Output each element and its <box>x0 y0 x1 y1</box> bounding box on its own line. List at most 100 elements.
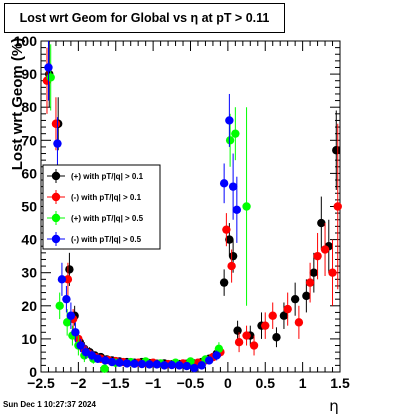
data-point <box>309 268 319 277</box>
x-tick-label: 0 <box>224 375 232 391</box>
x-tick-label: 1.5 <box>330 375 350 391</box>
data-point <box>145 360 154 369</box>
legend-marker <box>51 234 61 244</box>
y-tick-label: 0 <box>29 364 37 380</box>
data-point <box>167 360 177 370</box>
data-point <box>261 321 270 330</box>
data-point <box>62 318 72 327</box>
data-point <box>305 278 315 287</box>
data-point <box>234 338 244 347</box>
data-point <box>182 361 191 371</box>
legend-box <box>42 164 161 250</box>
data-point <box>57 275 67 284</box>
data-point <box>313 251 322 261</box>
data-point <box>137 359 147 369</box>
data-point <box>242 202 251 211</box>
data-point <box>232 205 242 215</box>
data-point <box>160 361 169 370</box>
x-tick-label: −2 <box>70 375 86 391</box>
data-point <box>231 129 240 138</box>
data-point <box>55 301 64 310</box>
data-point <box>175 361 184 370</box>
y-tick-label: 30 <box>21 265 37 281</box>
y-tick-label: 50 <box>21 199 37 215</box>
legend-marker <box>51 192 61 202</box>
data-point <box>122 359 132 368</box>
data-point <box>65 265 74 274</box>
legend-label: (+) with pT/|q| > 0.5 <box>71 214 144 223</box>
data-point <box>115 358 124 367</box>
legend-marker <box>51 213 61 223</box>
data-point <box>51 119 61 128</box>
data-point <box>63 275 73 284</box>
data-point <box>333 202 342 211</box>
y-axis-label: Lost wrt Geom (%) <box>9 38 26 171</box>
data-point <box>204 356 214 365</box>
y-tick-label: 90 <box>21 66 37 82</box>
data-point <box>100 364 109 373</box>
data-point <box>233 326 242 335</box>
legend-label: (+) with pT/|q| > 0.1 <box>71 172 144 181</box>
data-point <box>222 225 231 234</box>
data-point <box>242 331 251 340</box>
data-point <box>130 359 139 368</box>
legend-label: (-) with pT/|q| > 0.5 <box>71 235 142 244</box>
x-tick-label: 1 <box>299 375 307 391</box>
timestamp-label: Sun Dec 1 10:27:37 2024 <box>3 400 96 409</box>
data-point <box>268 311 277 320</box>
data-point <box>53 139 62 148</box>
data-point <box>332 146 341 155</box>
data-point <box>101 356 110 365</box>
data-point <box>197 361 206 370</box>
y-tick-label: 40 <box>21 232 37 248</box>
data-point <box>219 278 229 287</box>
data-point <box>212 351 221 360</box>
data-point <box>302 291 311 301</box>
data-point <box>107 357 117 367</box>
data-point <box>190 363 199 373</box>
x-tick-label: 0.5 <box>256 375 276 391</box>
chart-title: Lost wrt Geom for Global vs η at pT > 0.… <box>4 3 285 33</box>
data-point <box>225 116 234 125</box>
data-point <box>225 235 234 244</box>
data-point <box>62 294 71 304</box>
data-point <box>290 294 300 304</box>
y-tick-label: 80 <box>21 99 37 115</box>
data-point <box>71 328 80 337</box>
data-point <box>249 341 259 350</box>
y-tick-label: 70 <box>21 132 37 148</box>
x-axis-label: η <box>329 397 339 414</box>
data-point <box>44 63 53 72</box>
y-tick-label: 60 <box>21 165 37 181</box>
data-point <box>225 136 235 145</box>
data-point <box>320 245 330 254</box>
data-point <box>228 182 238 191</box>
x-tick-label: −2.5 <box>27 375 55 391</box>
x-axis: −2.5 −2 −1.5 −1 −0.5 0 0.5 1 1.5 <box>27 41 350 391</box>
x-tick-label: −0.5 <box>177 375 205 391</box>
data-point <box>294 318 304 327</box>
data-point <box>93 354 103 363</box>
data-point <box>66 311 76 320</box>
data-point <box>76 341 85 350</box>
data-point <box>279 311 289 320</box>
data-point <box>317 218 326 228</box>
series-4 <box>44 41 242 373</box>
y-tick-label: 20 <box>21 298 37 314</box>
data-point <box>152 360 162 369</box>
data-point <box>46 73 55 82</box>
y-tick-label: 100 <box>14 33 38 49</box>
data-point <box>283 304 292 314</box>
data-point <box>228 251 238 261</box>
legend-label: (-) with pT/|q| > 0.1 <box>71 193 142 202</box>
x-tick-label: −1 <box>145 375 161 391</box>
data-point <box>328 268 337 277</box>
data-point <box>272 333 281 342</box>
x-tick-label: −1.5 <box>102 375 130 391</box>
legend: (+) with pT/|q| > 0.1 (-) with pT/|q| > 0… <box>42 164 161 250</box>
y-tick-label: 10 <box>21 331 37 347</box>
data-point <box>227 261 236 271</box>
data-point <box>219 179 229 188</box>
legend-marker <box>51 171 61 181</box>
